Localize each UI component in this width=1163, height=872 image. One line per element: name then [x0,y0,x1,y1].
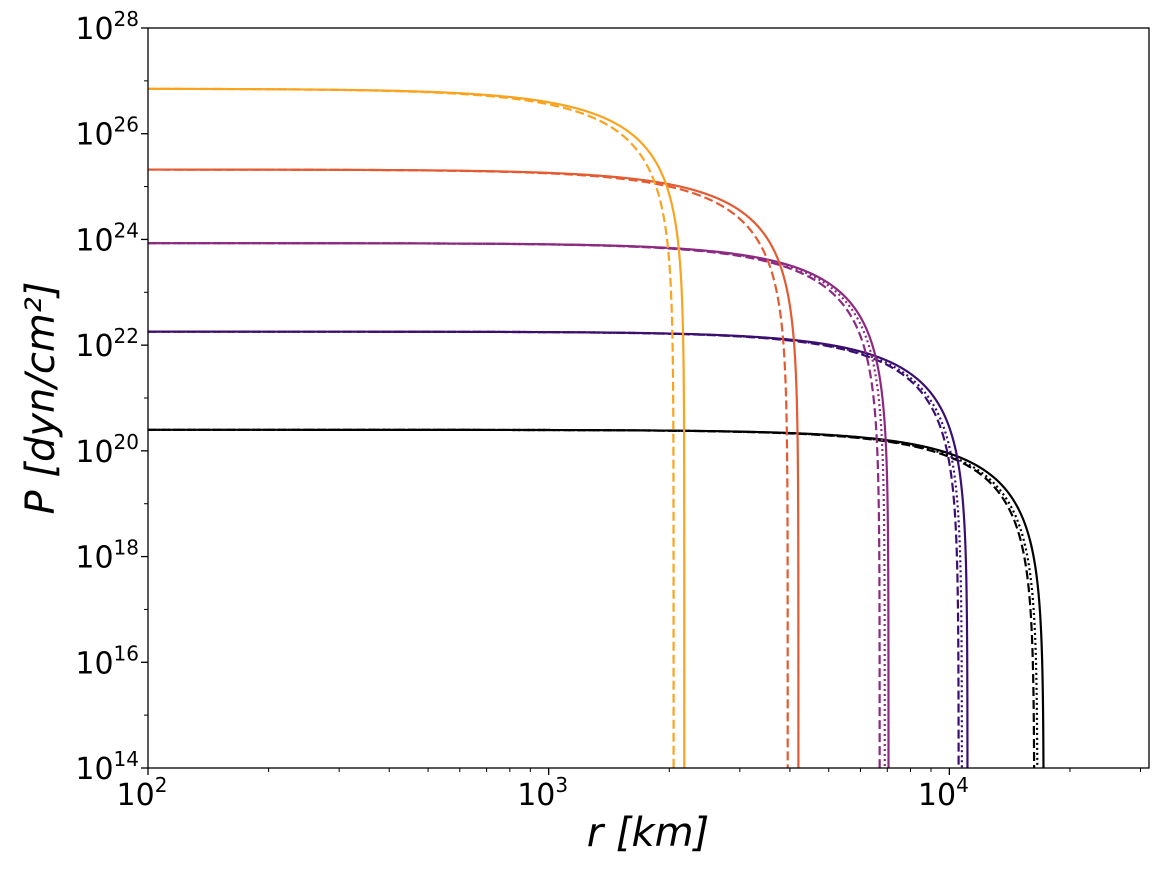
series-line-9 [148,168,800,768]
x-tick-labels: 102 103 104 [117,773,969,813]
major-ticks [141,27,950,775]
y-tick-label: 1016 [75,641,139,681]
y-axis-label: P [dyn/cm²] [18,282,64,515]
plot-frame [147,27,1150,769]
x-tick-label: 102 [117,773,168,813]
y-tick-label: 1028 [75,7,139,47]
y-tick-labels: 1014 1016 1018 1020 1022 1024 1026 1028 [75,7,139,787]
series-line-11 [148,87,686,768]
x-tick-label: 103 [517,773,568,813]
y-tick-label: 1020 [75,430,139,470]
series-line-12 [148,87,675,768]
x-tick-label: 104 [918,773,969,813]
y-tick-label: 1024 [75,218,139,258]
y-tick-label: 1026 [75,113,139,153]
series-line-1 [148,428,1036,768]
series-layer [148,87,1045,768]
y-tick-label: 1022 [75,324,139,364]
series-line-8 [148,242,886,768]
series-line-10 [148,168,789,768]
minor-ticks [144,80,1142,772]
series-line-2 [148,428,1039,768]
x-axis-label: r [km] [587,810,710,856]
series-line-5 [148,330,963,768]
y-tick-label: 1018 [75,536,139,576]
series-line-7 [148,242,881,768]
y-tick-label: 1014 [75,747,139,787]
